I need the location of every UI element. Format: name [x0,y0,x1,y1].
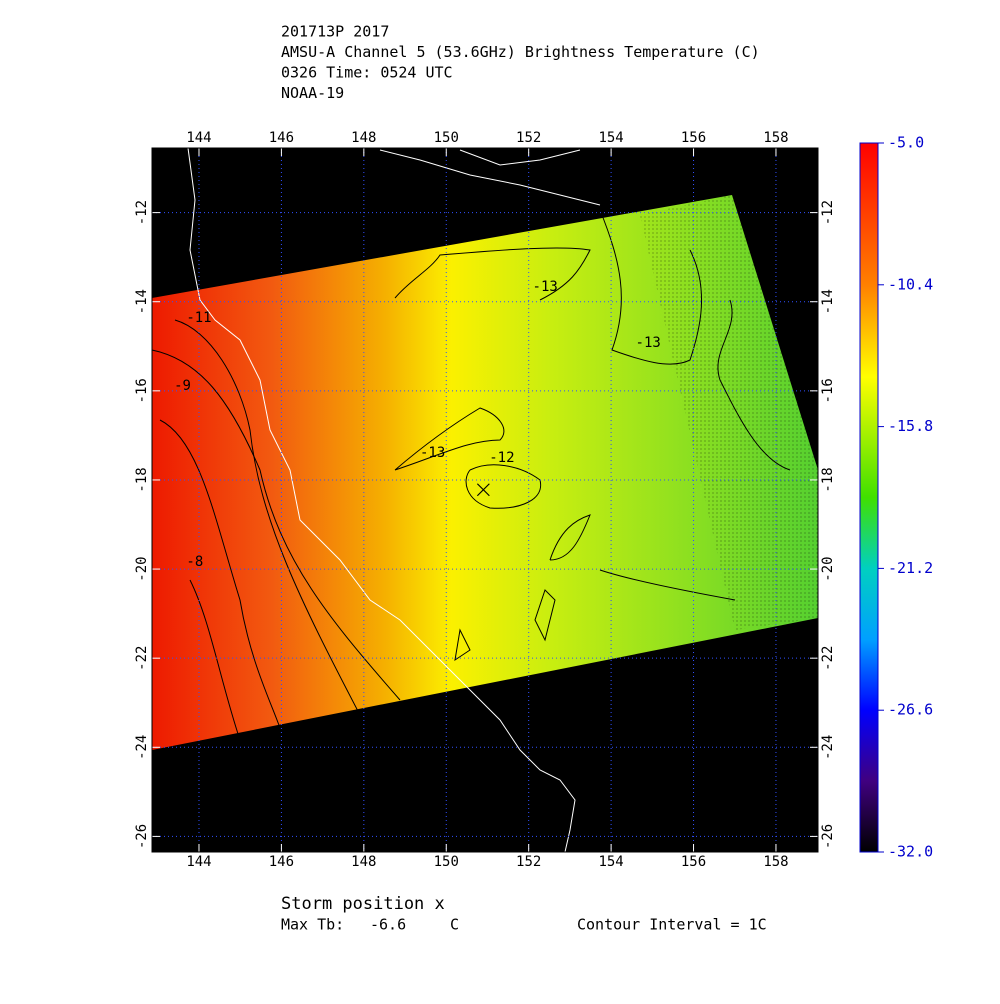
x-tick-label: 148 [351,854,376,870]
contours [151,209,791,741]
max-tb-value: -6.6 [370,916,406,934]
x-tick-label: 148 [351,130,376,146]
x-tick-label: 146 [269,130,294,146]
x-tick-label: 156 [681,854,706,870]
coastline [379,149,601,206]
x-tick-label: 158 [763,854,788,870]
x-tick-label: 146 [269,854,294,870]
y-tick-label: -22 [820,646,836,671]
contour-label: -9 [174,378,191,394]
contour-line [394,407,505,471]
x-tick-label: 158 [763,130,788,146]
contour-label: -12 [489,450,514,466]
contour-label: -11 [186,310,211,326]
y-tick-label: -12 [820,200,836,225]
y-tick-label: -22 [134,646,150,671]
y-tick-label: -26 [134,824,150,849]
title-line: 0326 Time: 0524 UTC [281,64,453,82]
x-tick-label: 154 [598,130,623,146]
contour-line [549,514,591,561]
contour-line [599,569,736,601]
y-tick-label: -18 [134,467,150,492]
contour-label: -8 [186,554,203,570]
coastline [459,149,581,166]
y-tick-label: -16 [134,378,150,403]
x-tick-label: 154 [598,854,623,870]
colorbar [859,142,879,853]
grid [152,148,818,852]
contour-label: -13 [533,279,558,295]
y-tick-label: -14 [820,289,836,314]
y-tick-label: -24 [820,735,836,760]
coastlines [187,147,601,853]
labels: 144 144 146 146 148 148 150 150 152 152 154 154 156 1… [134,130,836,870]
contour-line [534,589,556,642]
storm-position-label: Storm position x [281,894,445,914]
x-tick-label: 150 [434,130,459,146]
title-block: 201713P 2017 AMSU-A Channel 5 (53.6GHz) B… [281,23,760,103]
colorbar-tick-label: -21.2 [888,559,933,577]
y-tick-label: -20 [134,556,150,581]
contour-line [465,464,542,509]
colorbar-tick-label: -10.4 [888,275,933,293]
x-tick-label: 156 [681,130,706,146]
swath-edge-shading [640,195,818,630]
contour-line [159,419,281,729]
y-tick-label: -26 [820,824,836,849]
colorbar-tick-label: -26.6 [888,701,933,719]
colorbar-tick-label: -5.0 [888,134,924,152]
contour-line [454,628,471,662]
contour-line [599,209,702,365]
contour-label: -13 [636,335,661,351]
x-tick-label: 150 [434,854,459,870]
contour-line [174,319,361,716]
storm-marker [476,483,490,497]
title-line: NOAA-19 [281,84,344,102]
swath [152,195,818,750]
y-tick-label: -24 [134,735,150,760]
contour-interval: Contour Interval = 1C [577,916,767,934]
y-tick-label: -18 [820,467,836,492]
contour-line [189,579,241,741]
contour-line [151,349,401,701]
map-frame [151,147,819,853]
contour-label: -13 [420,445,445,461]
colorbar-tick-label: -15.8 [888,417,933,435]
coastline [187,147,576,853]
contour-line [394,247,591,301]
y-tick-label: -14 [134,289,150,314]
x-tick-label: 152 [516,130,541,146]
x-tick-label: 152 [516,854,541,870]
y-tick-label: -20 [820,556,836,581]
colorbar-tick-label: -32.0 [888,843,933,861]
x-tick-label: 144 [186,130,211,146]
y-tick-label: -16 [820,378,836,403]
title-line: AMSU-A Channel 5 (53.6GHz) Brightness Te… [281,43,760,61]
colorbar-ticks: -5.0 -10.4 -15.8 -21.2 -26.6 -32.0 [878,134,933,861]
x-tick-label: 144 [186,854,211,870]
title-line: 201713P 2017 [281,23,389,41]
contour-line [717,299,791,471]
max-tb-unit: C [450,916,459,934]
y-tick-label: -12 [134,200,150,225]
footer: Storm position x Max Tb: -6.6 C Contour Inte… [281,894,767,934]
max-tb-label: Max Tb: [281,916,344,934]
